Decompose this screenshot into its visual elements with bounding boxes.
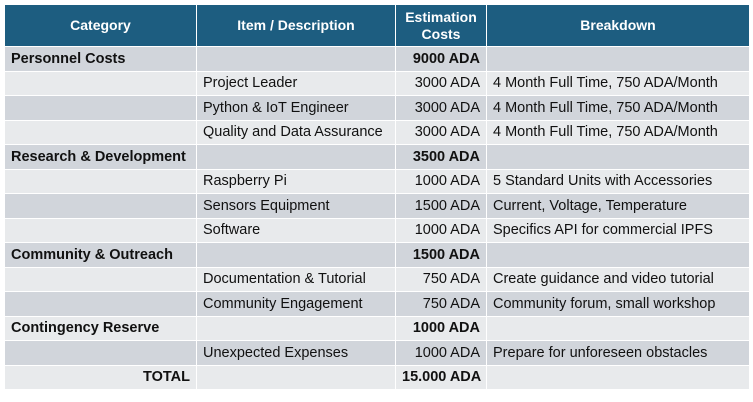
table-row: Community & Outreach 1500 ADA xyxy=(4,242,750,268)
item-cell: Python & IoT Engineer xyxy=(196,95,396,121)
item-cell: Quality and Data Assurance xyxy=(196,119,396,145)
table-row: Software 1000 ADA Specifics API for comm… xyxy=(4,217,750,243)
category-cell xyxy=(4,266,197,292)
header-cost-line2: Costs xyxy=(421,25,461,42)
table-row: Quality and Data Assurance 3000 ADA 4 Mo… xyxy=(4,119,750,145)
item-cell: Sensors Equipment xyxy=(196,193,396,219)
table-row: Raspberry Pi 1000 ADA 5 Standard Units w… xyxy=(4,168,750,194)
category-cell xyxy=(4,193,197,219)
item-cell: Software xyxy=(196,217,396,243)
total-breakdown-cell xyxy=(486,364,750,390)
table-header: Category Item / Description Estimation Co… xyxy=(4,4,750,47)
breakdown-cell xyxy=(486,242,750,268)
total-cost: 15.000 ADA xyxy=(395,364,487,390)
table-row: Community Engagement 750 ADA Community f… xyxy=(4,291,750,317)
total-row: TOTAL 15.000 ADA xyxy=(4,364,750,390)
breakdown-cell: 4 Month Full Time, 750 ADA/Month xyxy=(486,70,750,96)
item-cell: Documentation & Tutorial xyxy=(196,266,396,292)
breakdown-cell: Community forum, small workshop xyxy=(486,291,750,317)
cost-cell: 1000 ADA xyxy=(395,315,487,341)
cost-cell: 1000 ADA xyxy=(395,217,487,243)
header-cost-line1: Estimation xyxy=(405,8,477,25)
breakdown-cell: Create guidance and video tutorial xyxy=(486,266,750,292)
header-item: Item / Description xyxy=(196,4,396,47)
table-row: Python & IoT Engineer 3000 ADA 4 Month F… xyxy=(4,95,750,121)
category-cell: Personnel Costs xyxy=(4,46,197,72)
item-cell xyxy=(196,46,396,72)
breakdown-cell: 4 Month Full Time, 750 ADA/Month xyxy=(486,95,750,121)
cost-cell: 3500 ADA xyxy=(395,144,487,170)
category-cell xyxy=(4,119,197,145)
cost-cell: 3000 ADA xyxy=(395,119,487,145)
total-label: TOTAL xyxy=(4,364,197,390)
breakdown-cell: Prepare for unforeseen obstacles xyxy=(486,340,750,366)
category-cell xyxy=(4,291,197,317)
breakdown-cell: 4 Month Full Time, 750 ADA/Month xyxy=(486,119,750,145)
table-row: Personnel Costs 9000 ADA xyxy=(4,46,750,72)
cost-cell: 1500 ADA xyxy=(395,242,487,268)
item-cell: Project Leader xyxy=(196,70,396,96)
breakdown-cell xyxy=(486,46,750,72)
category-cell: Research & Development xyxy=(4,144,197,170)
breakdown-cell xyxy=(486,144,750,170)
cost-cell: 9000 ADA xyxy=(395,46,487,72)
cost-cell: 1500 ADA xyxy=(395,193,487,219)
table-row: Unexpected Expenses 1000 ADA Prepare for… xyxy=(4,340,750,366)
header-category: Category xyxy=(4,4,197,47)
item-cell: Raspberry Pi xyxy=(196,168,396,194)
item-cell xyxy=(196,144,396,170)
category-cell xyxy=(4,95,197,121)
table-row: Documentation & Tutorial 750 ADA Create … xyxy=(4,266,750,292)
table-row: Research & Development 3500 ADA xyxy=(4,144,750,170)
category-cell xyxy=(4,70,197,96)
item-cell xyxy=(196,242,396,268)
budget-table: Category Item / Description Estimation Co… xyxy=(4,4,750,390)
category-cell: Community & Outreach xyxy=(4,242,197,268)
item-cell: Community Engagement xyxy=(196,291,396,317)
header-cost: Estimation Costs xyxy=(395,4,487,47)
category-cell: Contingency Reserve xyxy=(4,315,197,341)
total-item-cell xyxy=(196,364,396,390)
table-row: Project Leader 3000 ADA 4 Month Full Tim… xyxy=(4,70,750,96)
table-row: Sensors Equipment 1500 ADA Current, Volt… xyxy=(4,193,750,219)
header-breakdown: Breakdown xyxy=(486,4,750,47)
cost-cell: 1000 ADA xyxy=(395,340,487,366)
breakdown-cell xyxy=(486,315,750,341)
category-cell xyxy=(4,340,197,366)
cost-cell: 1000 ADA xyxy=(395,168,487,194)
item-cell xyxy=(196,315,396,341)
category-cell xyxy=(4,168,197,194)
category-cell xyxy=(4,217,197,243)
cost-cell: 3000 ADA xyxy=(395,95,487,121)
cost-cell: 3000 ADA xyxy=(395,70,487,96)
cost-cell: 750 ADA xyxy=(395,266,487,292)
cost-cell: 750 ADA xyxy=(395,291,487,317)
breakdown-cell: 5 Standard Units with Accessories xyxy=(486,168,750,194)
table-row: Contingency Reserve 1000 ADA xyxy=(4,315,750,341)
breakdown-cell: Current, Voltage, Temperature xyxy=(486,193,750,219)
item-cell: Unexpected Expenses xyxy=(196,340,396,366)
breakdown-cell: Specifics API for commercial IPFS xyxy=(486,217,750,243)
